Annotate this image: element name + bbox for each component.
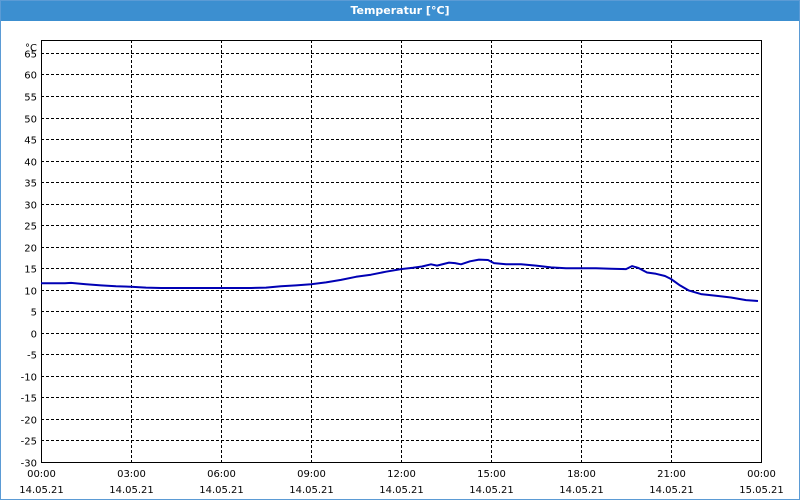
x-tick-date: 14.05.21 [19, 485, 64, 496]
x-tick-time: 18:00 [567, 469, 596, 480]
series-line-temperature [41, 258, 759, 302]
x-axis-ticks: 00:00 14.05.21 03:00 14.05.21 06:00 14.05.21 0… [19, 469, 784, 496]
x-tick-date: 14.05.21 [109, 485, 154, 496]
x-tick-date: 15.05.21 [739, 485, 784, 496]
y-tick-label: 10 [24, 287, 37, 298]
y-tick-label: 55 [24, 93, 37, 104]
y-tick-label: 25 [24, 222, 37, 233]
y-tick-label: 40 [24, 158, 37, 169]
y-tick-label: -5 [27, 351, 37, 362]
x-tick-time: 21:00 [657, 469, 686, 480]
y-tick-label: 45 [24, 136, 37, 147]
y-axis-ticks: 65605550454035302520151050-5-10-15-20-25… [21, 43, 37, 470]
y-tick-label: -10 [21, 373, 37, 384]
x-tick-time: 09:00 [297, 469, 326, 480]
y-tick-label: 5 [31, 308, 37, 319]
y-tick-label: 50 [24, 115, 37, 126]
grid-lines [41, 40, 761, 462]
x-tick-time: 00:00 [27, 469, 56, 480]
x-tick-time: 03:00 [117, 469, 146, 480]
y-tick-label: 35 [24, 179, 37, 190]
x-tick-time: 12:00 [387, 469, 416, 480]
x-tick-time: 06:00 [207, 469, 236, 480]
y-axis-label: °C [25, 43, 37, 54]
y-tick-label: 65 [24, 50, 37, 61]
x-tick-date: 14.05.21 [199, 485, 244, 496]
y-tick-label: 30 [24, 201, 37, 212]
plot-frame [41, 40, 762, 463]
plot-border [41, 40, 762, 463]
x-tick-date: 14.05.21 [379, 485, 424, 496]
x-tick-time: 15:00 [477, 469, 506, 480]
y-tick-label: 60 [24, 71, 37, 82]
x-tick-date: 14.05.21 [649, 485, 694, 496]
y-tick-label: 20 [24, 244, 37, 255]
temperature-chart: 65605550454035302520151050-5-10-15-20-25… [19, 40, 784, 496]
x-tick-date: 14.05.21 [289, 485, 334, 496]
x-tick-time: 00:00 [747, 469, 776, 480]
y-tick-label: -20 [21, 416, 37, 427]
y-tick-label: -15 [21, 394, 37, 405]
x-tick-date: 14.05.21 [469, 485, 514, 496]
y-tick-label: -25 [21, 437, 37, 448]
window-title: Temperatur [°C] [1, 1, 799, 21]
y-tick-label: -30 [21, 459, 37, 470]
y-tick-label: 15 [24, 265, 37, 276]
x-tick-date: 14.05.21 [559, 485, 604, 496]
y-tick-label: 0 [31, 330, 37, 341]
series-lines [41, 258, 759, 302]
